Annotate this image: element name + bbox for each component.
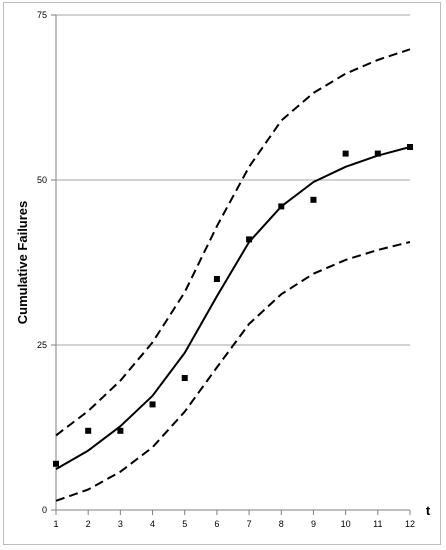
y-tick-label-1: 25 — [37, 340, 47, 350]
x-tick-label-6: 7 — [247, 519, 252, 529]
y-tick-label-3: 75 — [37, 10, 47, 20]
upper-bound-line — [55, 48, 411, 437]
x-tick-label-3: 4 — [150, 519, 155, 529]
axis-layer — [51, 14, 411, 515]
lower-bound-line — [55, 241, 411, 502]
x-tick-label-1: 2 — [86, 519, 91, 529]
observed-point-6 — [213, 276, 220, 282]
observed-point-2 — [85, 427, 92, 434]
observed-point-11 — [374, 150, 381, 157]
series-layer — [53, 48, 413, 502]
observed-point-10 — [342, 150, 349, 157]
x-tick-label-4: 5 — [182, 519, 187, 529]
observed-point-9 — [310, 196, 317, 203]
grid-layer — [56, 14, 410, 346]
x-tick-label-2: 3 — [118, 519, 123, 529]
y-tick-label-2: 50 — [37, 175, 47, 185]
x-tick-label-8: 9 — [311, 519, 316, 529]
chart-frame — [3, 2, 441, 545]
observed-point-3 — [117, 427, 124, 434]
x-tick-label-10: 11 — [373, 519, 382, 529]
x-tick-label-11: 12 — [405, 519, 415, 529]
y-axis-title: Cumulative Failures — [15, 201, 30, 325]
x-tick-label-0: 1 — [53, 519, 58, 529]
observed-point-4 — [149, 401, 156, 408]
x-tick-label-9: 10 — [341, 519, 351, 529]
x-tick-label-7: 8 — [279, 519, 284, 529]
fitted-line — [55, 146, 411, 470]
y-tick-label-0: 0 — [42, 505, 47, 515]
observed-point-5 — [181, 375, 188, 381]
x-tick-label-5: 6 — [214, 519, 219, 529]
x-axis-title: t — [426, 503, 431, 518]
observed-point-1 — [53, 460, 59, 467]
observed-point-7 — [246, 236, 253, 243]
